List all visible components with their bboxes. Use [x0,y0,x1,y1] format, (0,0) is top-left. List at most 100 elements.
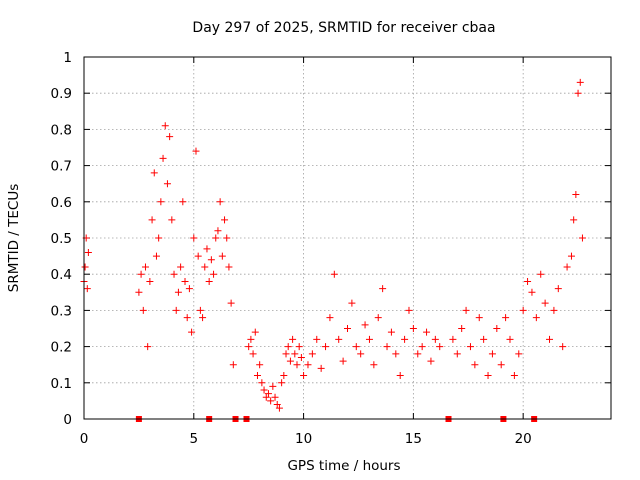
data-point [289,335,297,343]
data-point [396,372,404,380]
data-points-layer [80,78,586,412]
data-point [172,306,180,314]
data-point [453,350,461,358]
data-point [137,270,145,278]
data-point [148,216,156,224]
data-point [554,285,562,293]
data-point [174,288,182,296]
x-tick-label: 15 [405,431,422,447]
data-point [212,234,220,242]
data-point [168,216,176,224]
data-point [139,306,147,314]
data-point [409,325,417,332]
plot-frame [83,56,612,420]
data-point [225,263,233,271]
data-point [576,78,584,86]
data-point [528,288,536,296]
data-point [497,361,505,369]
data-point [286,357,294,365]
data-point [293,361,301,369]
data-point [339,357,347,365]
data-point [488,350,496,358]
data-point [170,270,178,278]
data-point [155,234,163,242]
data-point [144,343,152,351]
data-point [414,350,422,358]
data-point [330,270,338,278]
data-point [550,306,558,314]
data-point [201,263,209,271]
data-point [273,401,281,409]
data-point [210,270,218,278]
data-point [205,277,213,285]
data-point [194,252,202,260]
ticks-layer: 00.10.20.30.40.50.60.70.80.910 5 10 15 20 [51,50,611,447]
data-point [216,198,224,206]
y-tick-label: 1 [63,50,72,66]
data-point [559,343,567,351]
data-point [383,343,391,351]
data-point [275,404,283,412]
x-tick-label: 5 [189,431,198,447]
data-point [179,198,187,206]
x-tick-label: 20 [515,431,532,447]
y-tick-label: 0.8 [51,122,72,138]
data-point [524,277,532,285]
data-point [572,191,580,199]
data-point [297,353,305,361]
data-point [150,169,158,177]
data-point [291,350,299,358]
data-point [344,325,351,332]
data-point [256,361,264,369]
data-point [166,133,174,141]
data-point [304,361,312,369]
data-point [188,328,196,336]
data-point [546,335,554,343]
data-point [361,321,369,329]
data-point [532,314,540,322]
y-tick-label: 0.7 [51,159,72,175]
data-point [223,234,231,242]
data-point [83,285,91,293]
data-point [214,227,222,235]
data-point [365,335,373,343]
data-point [480,335,488,343]
data-point [135,288,143,296]
data-point [484,372,492,380]
data-point [271,393,279,401]
data-point [282,350,290,358]
data-point [570,216,578,224]
data-point [245,343,253,351]
data-point [405,306,413,314]
data-point [267,397,275,405]
data-point [183,314,191,322]
data-point [247,335,255,343]
data-point [427,357,435,365]
data-point [493,325,501,332]
data-point [357,350,365,358]
data-point [229,361,237,369]
data-point [163,180,171,188]
data-point [418,343,426,351]
data-point [313,335,321,343]
data-point [300,372,308,380]
data-point [449,335,457,343]
y-tick-label: 0.2 [51,340,72,356]
data-point [199,314,207,322]
data-point [203,245,211,253]
y-tick-label: 0.1 [51,376,72,392]
data-point [227,299,235,307]
data-point [462,306,470,314]
data-point [466,343,474,351]
data-point [401,335,409,343]
data-point [537,270,545,278]
data-point [264,390,272,398]
grid-layer [84,57,611,419]
data-point [157,198,165,206]
data-point [278,379,286,387]
data-point [352,343,360,351]
data-point [181,277,189,285]
data-point [284,343,292,351]
data-point [541,299,549,307]
data-point [280,372,288,380]
